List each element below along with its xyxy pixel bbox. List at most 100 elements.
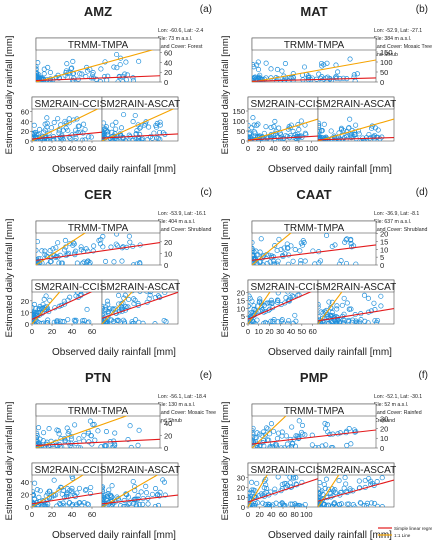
station-info-line: Lon: -52.1, Lat: -30.1 bbox=[374, 394, 422, 400]
scatter-point bbox=[137, 292, 143, 294]
scatter-point bbox=[266, 307, 272, 313]
scatter-point bbox=[340, 317, 346, 323]
scatter-point bbox=[271, 124, 277, 130]
scatter-point bbox=[82, 137, 88, 141]
x-tick-label: 80 bbox=[290, 510, 298, 519]
scatter-point bbox=[331, 488, 337, 494]
x-axis-title: Observed daily rainfall [mm] bbox=[52, 347, 176, 358]
scatter-point bbox=[279, 68, 285, 74]
scatter-point bbox=[70, 242, 76, 248]
scatter-point bbox=[371, 500, 378, 506]
scatter-point bbox=[365, 295, 371, 301]
scatter-point bbox=[88, 433, 94, 439]
scatter-point bbox=[104, 132, 110, 138]
scatter-point bbox=[287, 475, 293, 480]
scatter-point bbox=[259, 432, 265, 438]
scatter-point bbox=[97, 79, 104, 82]
panel-data bbox=[36, 416, 160, 448]
scatter-point bbox=[39, 248, 45, 254]
x-tick-label: 10 bbox=[38, 144, 46, 153]
scatter-point bbox=[76, 123, 82, 129]
scatter-point bbox=[301, 239, 307, 246]
scatter-point bbox=[72, 319, 79, 324]
scatter-point bbox=[335, 69, 341, 75]
scatter-point bbox=[251, 129, 258, 135]
scatter-point bbox=[82, 487, 88, 493]
scatter-point bbox=[317, 258, 324, 264]
scatter-point bbox=[113, 119, 119, 125]
scatter-point bbox=[248, 310, 251, 316]
scatter-point bbox=[69, 65, 75, 71]
scatter-point bbox=[50, 246, 56, 252]
scatter-point bbox=[157, 136, 163, 141]
station-info-line: Ele: 130 m a.s.l. bbox=[158, 402, 195, 408]
legend: Simple linear regression 1:1 Line bbox=[378, 526, 432, 538]
scatter-point bbox=[379, 134, 385, 140]
panel-name: TRMM-TMPA bbox=[68, 223, 129, 234]
scatter-point bbox=[56, 260, 62, 265]
scatter-point bbox=[260, 253, 266, 259]
x-axis-title: Observed daily rainfall [mm] bbox=[52, 164, 176, 175]
y-tick-label: 30 bbox=[380, 415, 388, 424]
scatter-point bbox=[73, 127, 79, 133]
scatter-point bbox=[78, 244, 84, 250]
scatter-point bbox=[347, 56, 353, 62]
scatter-point bbox=[36, 66, 39, 72]
scatter-point bbox=[121, 112, 127, 118]
scatter-point bbox=[255, 500, 261, 506]
panel-strip bbox=[251, 403, 377, 417]
scatter-point bbox=[84, 501, 90, 507]
one-to-one-line bbox=[248, 292, 271, 324]
scatter-point bbox=[280, 252, 286, 259]
scatter-point bbox=[116, 292, 122, 298]
scatter-point bbox=[292, 246, 298, 253]
x-tick-label: 0 bbox=[246, 327, 250, 336]
scatter-point bbox=[272, 118, 278, 124]
scatter-point bbox=[79, 71, 85, 77]
panel-strip bbox=[35, 220, 161, 234]
station-title: CAAT bbox=[296, 187, 331, 202]
one-to-one-line bbox=[252, 233, 292, 265]
scatter-point bbox=[41, 296, 47, 302]
scatter-point bbox=[334, 303, 340, 309]
scatter-point bbox=[318, 480, 323, 486]
scatter-point bbox=[252, 440, 256, 446]
scatter-point bbox=[44, 115, 50, 121]
scatter-point bbox=[147, 292, 153, 298]
scatter-point bbox=[274, 444, 280, 448]
scatter-point bbox=[371, 300, 377, 306]
scatter-point bbox=[265, 134, 271, 141]
scatter-point bbox=[321, 481, 327, 488]
station-title: PMP bbox=[300, 370, 329, 385]
panel-data bbox=[32, 292, 93, 324]
scatter-point bbox=[323, 426, 329, 432]
scatter-point bbox=[309, 442, 315, 448]
x-axis-title: Observed daily rainfall [mm] bbox=[268, 164, 392, 175]
scatter-point bbox=[302, 432, 308, 438]
scatter-point bbox=[350, 502, 356, 507]
scatter-point bbox=[33, 305, 39, 312]
scatter-point bbox=[326, 299, 332, 305]
station-title: AMZ bbox=[84, 4, 112, 19]
scatter-point bbox=[56, 487, 62, 493]
scatter-point bbox=[319, 63, 325, 69]
scatter-point bbox=[324, 313, 330, 319]
scatter-point bbox=[85, 320, 91, 324]
scatter-point bbox=[254, 480, 260, 486]
panel-name: SM2RAIN-CCI bbox=[34, 99, 99, 110]
scatter-point bbox=[44, 320, 50, 324]
scatter-point bbox=[254, 122, 260, 128]
scatter-point bbox=[81, 432, 87, 438]
scatter-point bbox=[318, 494, 321, 500]
scatter-point bbox=[102, 488, 106, 494]
panel-strip bbox=[251, 220, 377, 234]
scatter-point bbox=[364, 503, 370, 507]
scatter-point bbox=[103, 428, 109, 435]
scatter-point bbox=[104, 320, 111, 324]
scatter-point bbox=[378, 293, 384, 299]
scatter-point bbox=[296, 127, 302, 133]
scatter-point bbox=[271, 317, 277, 323]
scatter-point bbox=[289, 501, 295, 507]
scatter-point bbox=[252, 246, 255, 252]
scatter-point bbox=[272, 242, 278, 249]
